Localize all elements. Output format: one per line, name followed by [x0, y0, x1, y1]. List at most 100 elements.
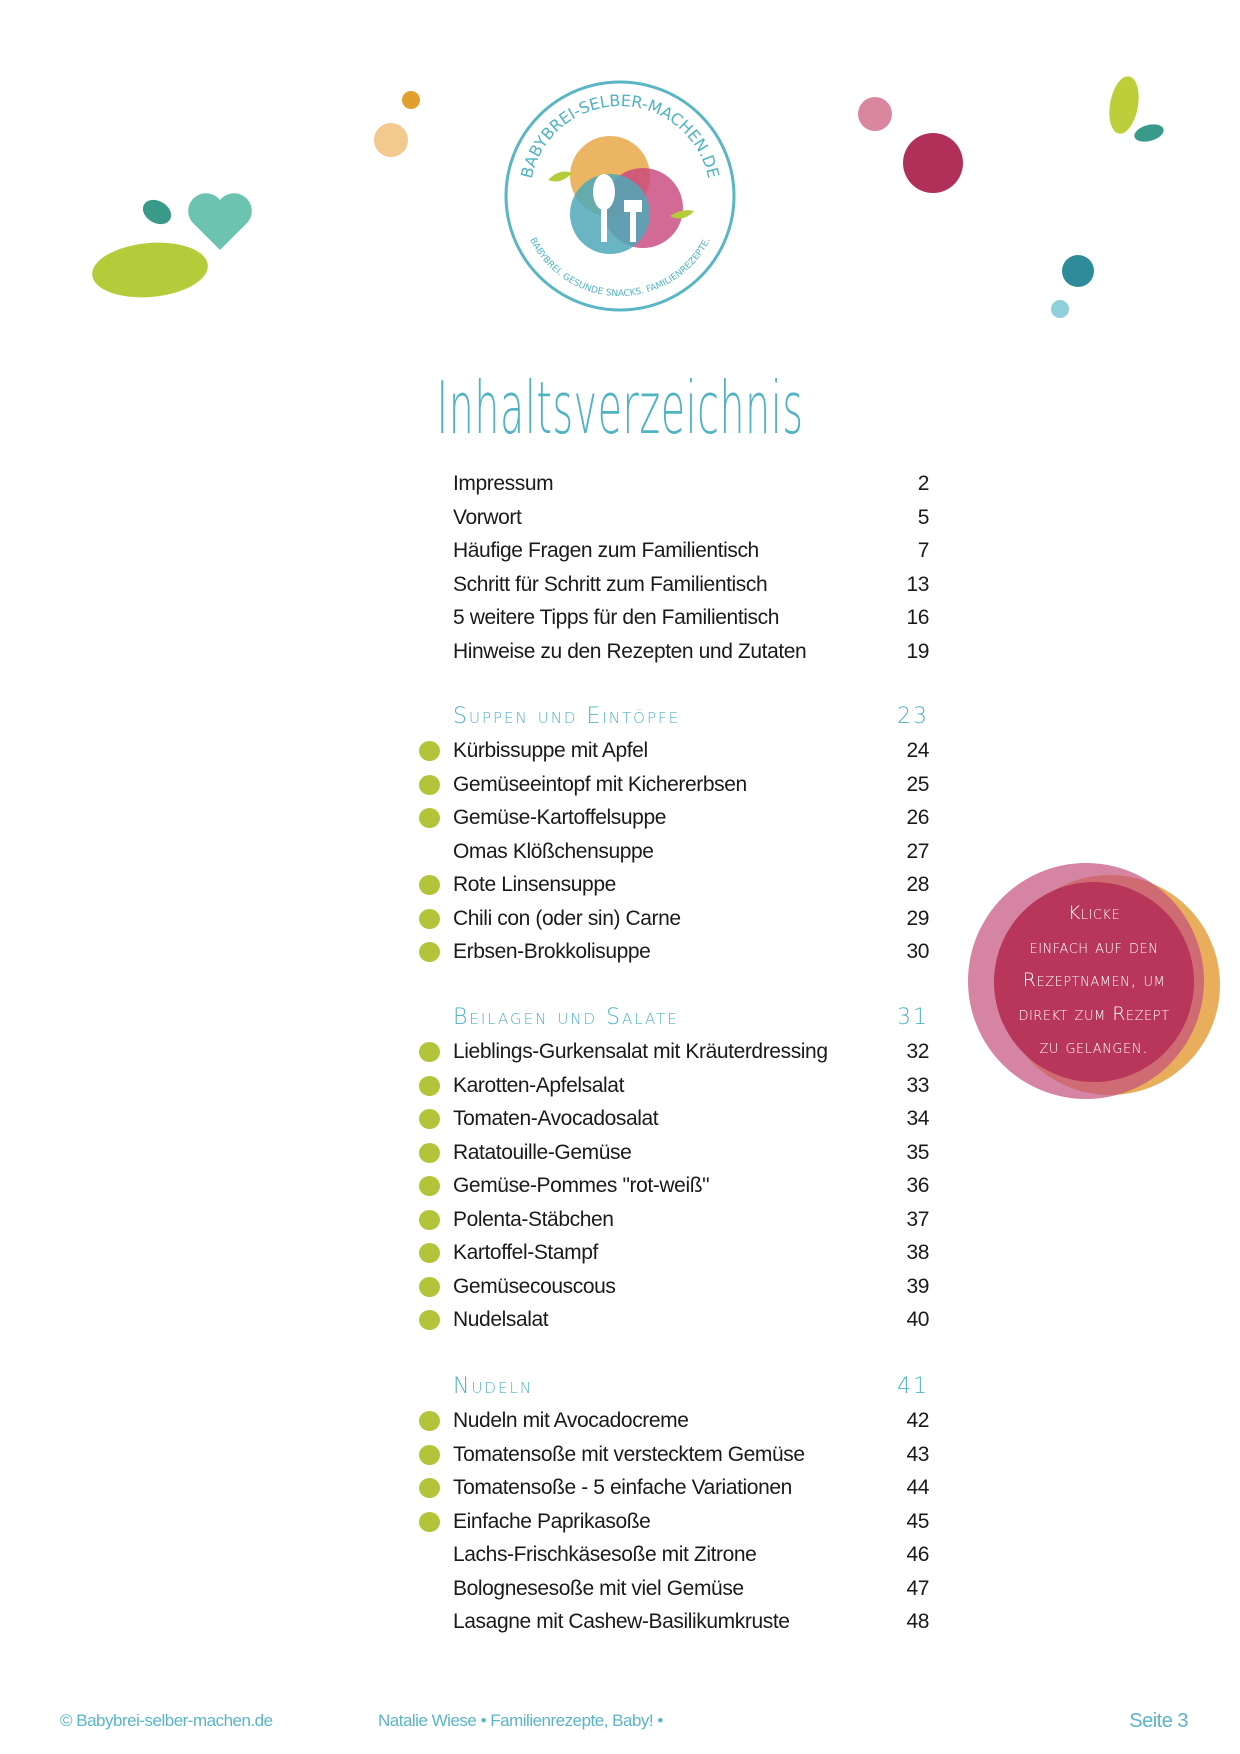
toc-entry[interactable]: Nudelsalat 40 [419, 1305, 929, 1335]
toc-entry-label[interactable]: Lieblings-Gurkensalat mit Kräuterdressin… [453, 1040, 828, 1063]
toc-entry-label[interactable]: Häufige Fragen zum Familientisch [453, 539, 759, 562]
toc-entry[interactable]: Rote Linsensuppe 28 [419, 870, 929, 900]
section-page: 41 [897, 1374, 929, 1399]
dot-decoration [1051, 300, 1069, 318]
toc-entry[interactable]: Tomatensoße - 5 einfache Variationen 44 [419, 1473, 929, 1503]
callout-line: Rezeptnamen, um [1022, 969, 1166, 991]
toc-entry[interactable]: Schritt für Schritt zum Familientisch 13 [453, 570, 929, 600]
toc-entry-label[interactable]: Nudelsalat [453, 1308, 549, 1331]
toc-entry[interactable]: Kürbissuppe mit Apfel 24 [419, 736, 929, 766]
toc-entry[interactable]: Kartoffel-Stampf 38 [419, 1238, 929, 1268]
toc-entry[interactable]: Einfache Paprikasoße 45 [419, 1507, 929, 1537]
toc-entry-page: 32 [906, 1040, 929, 1063]
toc-entry[interactable]: Impressum 2 [453, 469, 929, 499]
leaf-icon [142, 199, 172, 225]
toc-entry-label[interactable]: Gemüsecouscous [453, 1274, 616, 1298]
toc-entry-page: 25 [906, 772, 929, 796]
toc-entry[interactable]: Lasagne mit Cashew-Basilikumkruste 48 [453, 1607, 929, 1637]
toc-entry-label[interactable]: Kürbissuppe mit Apfel [453, 739, 648, 762]
section-heading[interactable]: Beilagen und Salate 31 [453, 1003, 929, 1033]
toc-entry[interactable]: Gemüse-Pommes "rot-weiß" 36 [419, 1171, 929, 1201]
toc-entry-label[interactable]: Polenta-Stäbchen [453, 1207, 614, 1231]
toc-entry-label[interactable]: Lachs-Frischkäsesoße mit Zitrone [453, 1543, 757, 1566]
toc-entry-label[interactable]: Vorwort [453, 505, 522, 529]
toc-entry[interactable]: Karotten-Apfelsalat 33 [419, 1071, 929, 1101]
section-heading[interactable]: Suppen und Eintöpfe 23 [453, 702, 929, 732]
bullet-dot-icon [419, 1209, 440, 1230]
bullet-dot-icon [419, 908, 440, 929]
toc-entry-label[interactable]: Gemüse-Pommes "rot-weiß" [453, 1174, 710, 1197]
section-title: Nudeln [453, 1374, 534, 1399]
bullet-dot-icon [419, 1478, 440, 1498]
toc-entry[interactable]: Häufige Fragen zum Familientisch 7 [453, 536, 929, 566]
toc-entry-label[interactable]: 5 weitere Tipps für den Familientisch [453, 606, 780, 629]
callout-line: zu gelangen. [1039, 1036, 1149, 1058]
toc-entry-label[interactable]: Chili con (oder sin) Carne [453, 906, 681, 930]
toc-entry-page: 28 [906, 873, 929, 896]
toc-entry-label[interactable]: Nudeln mit Avocadocreme [453, 1409, 689, 1432]
toc-entry-page: 24 [906, 739, 929, 762]
toc-entry-page: 47 [906, 1576, 929, 1600]
bullet-dot-icon [419, 875, 440, 895]
toc-entry-page: 39 [906, 1274, 929, 1298]
toc-entry-page: 46 [906, 1543, 929, 1566]
bullet-dot-icon [419, 1310, 440, 1330]
toc-entry-label[interactable]: Gemüse-Kartoffelsuppe [453, 806, 667, 829]
toc-entry-label[interactable]: Tomatensoße - 5 einfache Variationen [453, 1476, 792, 1499]
bullet-dot-icon [419, 1511, 440, 1532]
toc-entry-label[interactable]: Hinweise zu den Rezepten und Zutaten [453, 639, 807, 663]
toc-entry-label[interactable]: Schritt für Schritt zum Familientisch [453, 572, 768, 596]
section-page: 31 [897, 1005, 929, 1030]
toc-entry[interactable]: Gemüsecouscous 39 [419, 1272, 929, 1302]
toc-entry-label[interactable]: Omas Klößchensuppe [453, 839, 654, 863]
toc-entry[interactable]: Vorwort 5 [453, 503, 929, 533]
toc-entry-label[interactable]: Gemüseeintopf mit Kichererbsen [453, 772, 747, 796]
toc-entry-label[interactable]: Tomaten-Avocadosalat [453, 1107, 659, 1130]
toc-entry[interactable]: Lieblings-Gurkensalat mit Kräuterdressin… [419, 1037, 929, 1067]
leaf-icon [1109, 76, 1139, 134]
footer-author: Natalie Wiese • Familienrezepte, Baby! • [378, 1711, 663, 1730]
bullet-dot-icon [419, 774, 440, 795]
bullet-dot-icon [419, 942, 440, 962]
section-title: Suppen und Eintöpfe [453, 704, 681, 729]
dot-decoration [903, 133, 963, 193]
toc-entry-label[interactable]: Kartoffel-Stampf [453, 1241, 598, 1264]
toc-entry-label[interactable]: Ratatouille-Gemüse [453, 1140, 632, 1164]
toc-entry-label[interactable]: Rote Linsensuppe [453, 873, 616, 896]
toc-entry[interactable]: Tomatensoße mit verstecktem Gemüse 43 [419, 1440, 929, 1470]
toc-entry[interactable]: Nudeln mit Avocadocreme 42 [419, 1406, 929, 1436]
dot-decoration [402, 91, 420, 109]
toc-entry-page: 26 [906, 806, 929, 829]
toc-entry-label[interactable]: Lasagne mit Cashew-Basilikumkruste [453, 1610, 790, 1633]
toc-entry[interactable]: Erbsen-Brokkolisuppe 30 [419, 937, 929, 967]
toc-entry-label[interactable]: Bolognesesoße mit viel Gemüse [453, 1576, 744, 1600]
toc-entry[interactable]: Polenta-Stäbchen 37 [419, 1205, 929, 1235]
toc-entry-page: 29 [906, 906, 929, 930]
bullet-dot-icon [419, 1276, 440, 1297]
toc-entry[interactable]: Chili con (oder sin) Carne 29 [419, 904, 929, 934]
toc-entry[interactable]: 5 weitere Tipps für den Familientisch 16 [453, 603, 929, 633]
dot-decoration [374, 123, 408, 157]
toc-entry-label[interactable]: Erbsen-Brokkolisuppe [453, 940, 651, 963]
toc-entry-page: 19 [906, 639, 929, 663]
toc-entry[interactable]: Gemüse-Kartoffelsuppe 26 [419, 803, 929, 833]
bullet-dot-icon [419, 1176, 440, 1196]
toc-entry[interactable]: Bolognesesoße mit viel Gemüse 47 [453, 1574, 929, 1604]
toc-entry[interactable]: Tomaten-Avocadosalat 34 [419, 1104, 929, 1134]
bullet-dot-icon [419, 1142, 440, 1163]
toc-entry-page: 35 [906, 1140, 929, 1164]
toc-entry-label[interactable]: Einfache Paprikasoße [453, 1509, 651, 1533]
toc-entry[interactable]: Ratatouille-Gemüse 35 [419, 1138, 929, 1168]
footer-copyright[interactable]: © Babybrei-selber-machen.de [60, 1711, 273, 1730]
toc-entry[interactable]: Gemüseeintopf mit Kichererbsen 25 [419, 770, 929, 800]
section-title: Beilagen und Salate [453, 1005, 679, 1030]
toc-entry-label[interactable]: Karotten-Apfelsalat [453, 1073, 625, 1097]
toc-entry[interactable]: Omas Klößchensuppe 27 [453, 837, 929, 867]
toc-entry[interactable]: Hinweise zu den Rezepten und Zutaten 19 [453, 637, 929, 667]
toc-entry-label[interactable]: Impressum [453, 472, 554, 495]
toc-entry[interactable]: Lachs-Frischkäsesoße mit Zitrone 46 [453, 1540, 929, 1570]
section-heading[interactable]: Nudeln 41 [453, 1372, 929, 1402]
toc-entry-page: 44 [906, 1476, 929, 1499]
leaf-icon [1134, 124, 1164, 142]
toc-entry-label[interactable]: Tomatensoße mit verstecktem Gemüse [453, 1442, 805, 1466]
